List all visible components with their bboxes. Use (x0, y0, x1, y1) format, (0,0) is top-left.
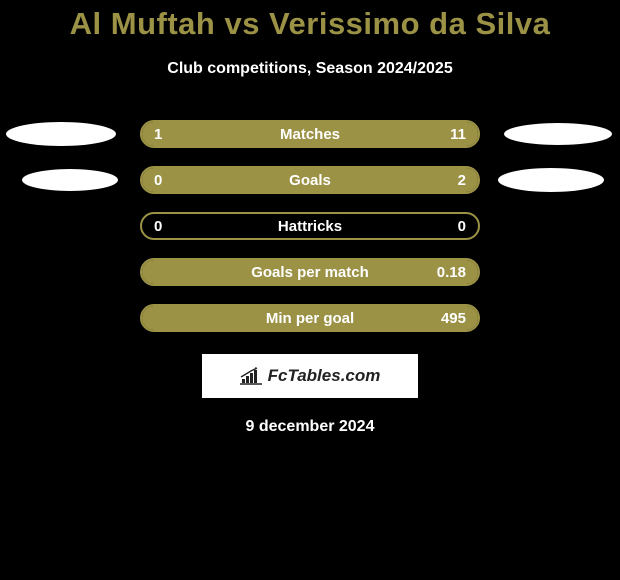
ellipse-decor (6, 122, 116, 146)
stat-label: Goals per match (251, 264, 369, 281)
stat-right-value: 11 (450, 126, 466, 143)
ellipse-decor (498, 168, 604, 192)
stat-row-goals-per-match: Goals per match 0.18 (0, 258, 620, 286)
stats-block: 1 Matches 11 0 Goals 2 0 Hattricks 0 (0, 120, 620, 332)
stat-row-matches: 1 Matches 11 (0, 120, 620, 148)
stat-label: Goals (289, 172, 331, 189)
stat-bar: Min per goal 495 (140, 304, 480, 332)
badge-inner: FcTables.com (240, 366, 381, 386)
stat-right-value: 495 (441, 310, 466, 327)
stat-left-value: 0 (154, 172, 162, 189)
stat-right-value: 0 (458, 218, 466, 235)
bar-chart-icon (240, 367, 262, 385)
ellipse-decor (504, 123, 612, 145)
stat-label: Matches (280, 126, 340, 143)
comparison-infographic: Al Muftah vs Verissimo da Silva Club com… (0, 0, 620, 436)
stat-bar: 1 Matches 11 (140, 120, 480, 148)
stat-right-value: 0.18 (437, 264, 466, 281)
stat-row-goals: 0 Goals 2 (0, 166, 620, 194)
stat-left-value: 1 (154, 126, 162, 143)
stat-bar: 0 Goals 2 (140, 166, 480, 194)
season-subtitle: Club competitions, Season 2024/2025 (167, 60, 452, 78)
stat-label: Hattricks (278, 218, 342, 235)
stat-left-value: 0 (154, 218, 162, 235)
stat-row-min-per-goal: Min per goal 495 (0, 304, 620, 332)
source-badge: FcTables.com (202, 354, 418, 398)
stat-label: Min per goal (266, 310, 354, 327)
page-title: Al Muftah vs Verissimo da Silva (70, 6, 551, 42)
stat-bar: 0 Hattricks 0 (140, 212, 480, 240)
stat-bar: Goals per match 0.18 (140, 258, 480, 286)
badge-text: FcTables.com (268, 366, 381, 386)
ellipse-decor (22, 169, 118, 191)
stat-row-hattricks: 0 Hattricks 0 (0, 212, 620, 240)
stat-right-value: 2 (458, 172, 466, 189)
date-text: 9 december 2024 (246, 418, 375, 436)
